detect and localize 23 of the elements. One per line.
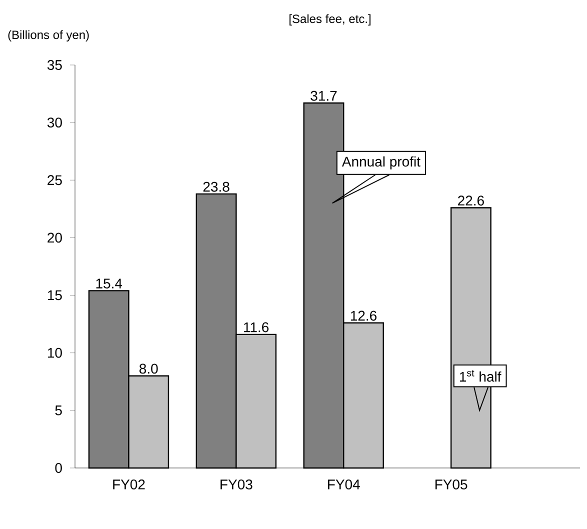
x-tick-label: FY05	[435, 480, 468, 490]
y-tick-label: 5	[55, 406, 62, 416]
annotation: Annual profit	[342, 156, 420, 170]
data-label: 8.0	[139, 364, 158, 374]
x-tick-label: FY03	[220, 480, 252, 490]
data-label: 15.4	[96, 278, 122, 288]
y-tick-label: 15	[48, 290, 62, 300]
y-tick-label: 0	[55, 463, 62, 473]
x-tick-label: FY02	[113, 480, 145, 490]
y-tick-label: 20	[48, 232, 62, 243]
y-tick-label: 10	[48, 348, 62, 358]
data-label: 22.6	[458, 196, 484, 206]
annotation: 1$^{st}$ half	[460, 370, 502, 382]
data-label: 31.7	[310, 90, 337, 101]
data-label: 11.6	[244, 322, 269, 332]
y-tick-label: 30	[47, 118, 62, 128]
x-tick-label: FY04	[328, 480, 360, 490]
data-label: 12.6	[350, 310, 376, 321]
chart-title: [Sales fee, etc.]	[290, 14, 370, 26]
data-label: 23.8	[203, 182, 230, 192]
y-axis-title: (Billions of yen)	[8, 30, 89, 42]
y-tick-label: 25	[48, 175, 62, 186]
y-tick-label: 35	[47, 60, 62, 70]
